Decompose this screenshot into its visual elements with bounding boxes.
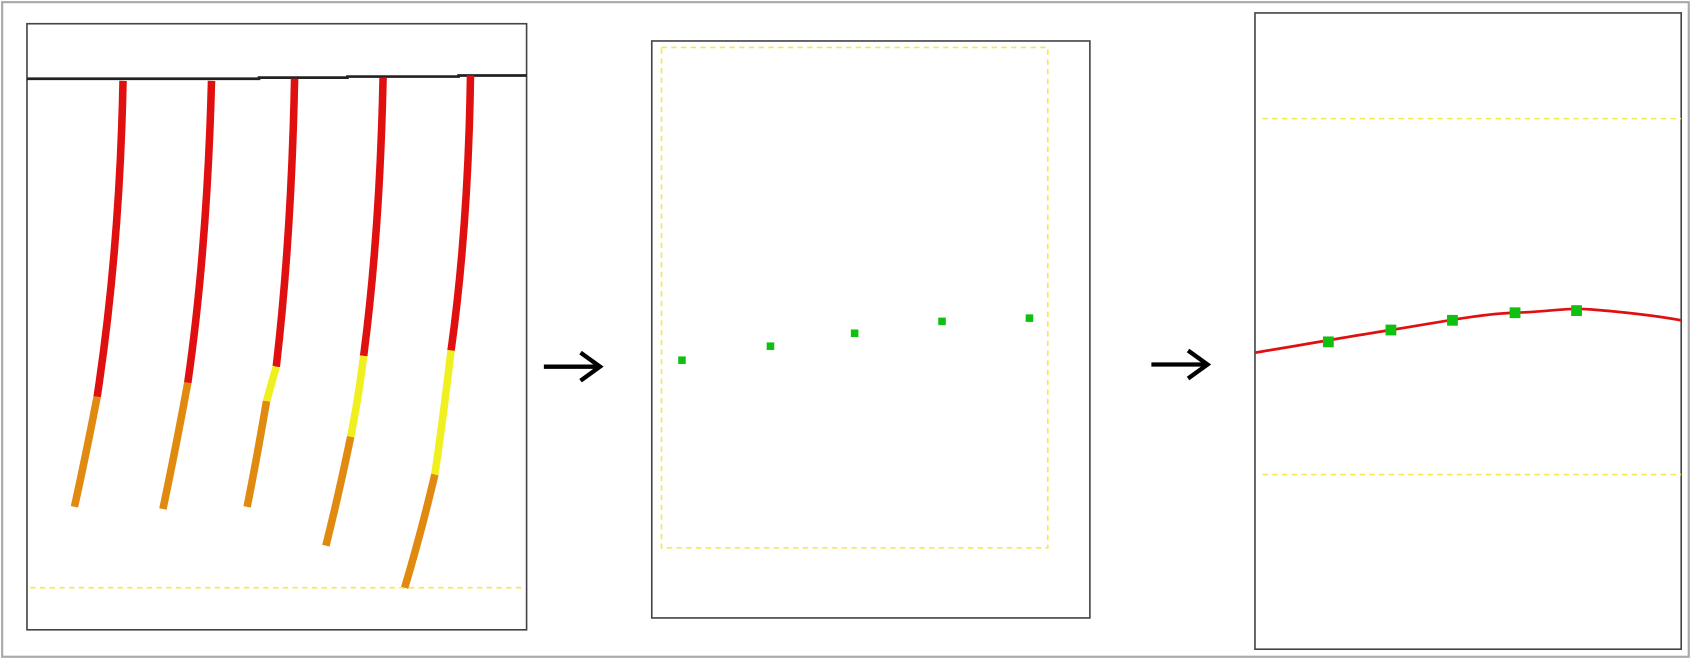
surface-line (26, 74, 527, 81)
point (766, 342, 775, 350)
well-segment (262, 365, 280, 403)
well-segment (346, 355, 368, 438)
point (1571, 305, 1582, 316)
wells-panel (26, 22, 528, 631)
point (1025, 314, 1034, 322)
well-segment (322, 435, 355, 547)
point (850, 329, 859, 338)
panel-frame (650, 40, 1091, 619)
panel-frame (1254, 12, 1683, 651)
point (1322, 336, 1334, 348)
well-segment (243, 400, 271, 508)
point (678, 356, 686, 364)
well-segment (359, 77, 387, 357)
well-segment (431, 350, 455, 476)
well-segment (159, 382, 192, 510)
fitted-curve (1254, 307, 1682, 354)
well-segment (272, 78, 299, 368)
well-segment (184, 80, 216, 384)
target-box (660, 46, 1049, 549)
curve-panel (1254, 12, 1683, 651)
point (938, 317, 946, 326)
arrow (1151, 348, 1212, 381)
point (1509, 307, 1521, 319)
point (1385, 324, 1397, 336)
well-segment (93, 80, 127, 398)
points-panel (650, 40, 1091, 619)
arrow (543, 350, 604, 383)
well-segment (447, 75, 475, 352)
point (1447, 314, 1458, 326)
well-segment (70, 396, 101, 508)
well-segment (401, 473, 439, 589)
